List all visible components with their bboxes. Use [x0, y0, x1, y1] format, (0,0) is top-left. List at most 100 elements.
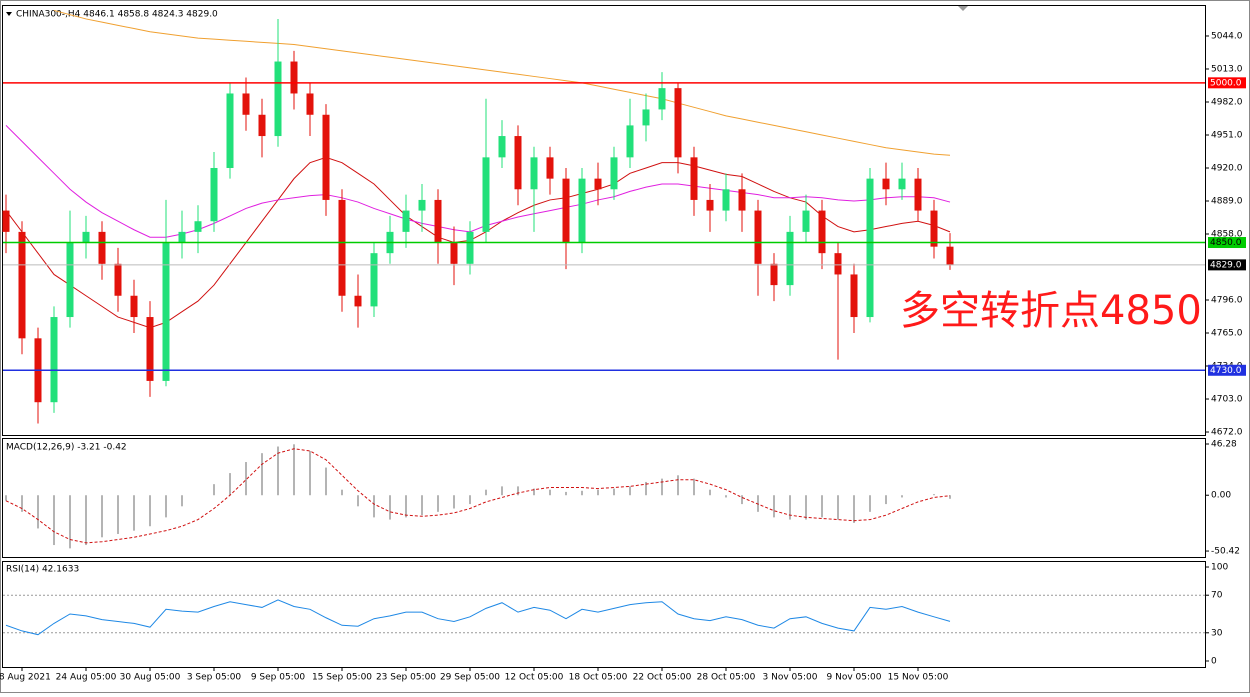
candle-body [450, 242, 458, 264]
candle-body [98, 231, 106, 264]
candle-body [594, 178, 602, 190]
candle-body [354, 295, 362, 307]
symbol-menu-arrow[interactable] [6, 12, 12, 16]
candle-body [274, 61, 282, 137]
candle-body [642, 109, 650, 126]
y-tick-label: 5044.0 [1211, 31, 1243, 41]
x-tick-label: 9 Sep 05:00 [251, 673, 306, 683]
macd-title: MACD(12,26,9) -3.21 -0.42 [6, 443, 127, 453]
x-tick-label: 18 Oct 05:00 [569, 673, 628, 683]
x-tick-label: 29 Sep 05:00 [440, 673, 500, 683]
candle-body [706, 199, 714, 211]
candle-body [210, 167, 218, 222]
candle-body [162, 242, 170, 381]
candle-body [194, 221, 202, 232]
y-tick-label: 4951.0 [1211, 130, 1243, 140]
chart-title: CHINA300-,H4 4846.1 4858.8 4824.3 4829.0 [16, 10, 218, 20]
level-label: 5000.0 [1210, 78, 1242, 88]
y-tick-label: 4796.0 [1211, 296, 1243, 306]
level-label: 4730.0 [1210, 366, 1242, 376]
x-tick-label: 3 Nov 05:00 [763, 673, 818, 683]
candle-body [674, 88, 682, 158]
y-tick-label: 5013.0 [1211, 64, 1243, 74]
candle-body [242, 93, 250, 115]
y-tick-label: 30 [1211, 628, 1223, 638]
candle-body [754, 210, 762, 264]
candle-body [626, 125, 634, 158]
candle-body [786, 231, 794, 286]
x-tick-label: 12 Oct 05:00 [505, 673, 564, 683]
candle-body [530, 157, 538, 190]
candle-body [66, 242, 74, 318]
candle-body [546, 157, 554, 179]
candle-body [482, 157, 490, 232]
candle-body [18, 231, 26, 339]
candle-body [818, 210, 826, 254]
y-tick-label: 4703.0 [1211, 395, 1243, 405]
candle-body [722, 189, 730, 211]
candle-body [498, 136, 506, 158]
y-tick-label: 46.28 [1211, 439, 1237, 449]
annotation: 多空转折点4850 [900, 288, 1202, 334]
rsi-line [5, 599, 951, 636]
candle-body [802, 210, 810, 232]
level-label: 4829.0 [1210, 260, 1242, 270]
candle-body [50, 317, 58, 403]
candle-body [866, 178, 874, 318]
candle-body [834, 253, 842, 275]
candle-body [562, 178, 570, 243]
level-label-box [1208, 364, 1246, 376]
candle-body [658, 88, 666, 110]
candle-body [930, 210, 938, 247]
candle-body [258, 114, 266, 137]
rsi-panel-frame [2, 561, 1206, 668]
candle-body [114, 263, 122, 296]
x-tick-label: 24 Aug 05:00 [56, 673, 117, 683]
candle-body [402, 210, 410, 232]
candle-body [306, 93, 314, 115]
shift-marker[interactable] [958, 6, 968, 11]
candle-body [898, 178, 906, 190]
y-tick-label: 70 [1211, 591, 1223, 601]
moving-average [53, 9, 951, 156]
moving-average [5, 125, 951, 238]
candle-body [2, 210, 10, 232]
candle-body [738, 189, 746, 211]
x-tick-label: 9 Nov 05:00 [827, 673, 882, 683]
y-tick-label: 4982.0 [1211, 97, 1243, 107]
y-tick-label: 4765.0 [1211, 329, 1243, 339]
level-label-box [1208, 259, 1246, 271]
candle-body [770, 263, 778, 286]
x-tick-label: 30 Aug 05:00 [120, 673, 181, 683]
rsi-title: RSI(14) 42.1633 [6, 565, 79, 575]
candle-body [514, 136, 522, 190]
candle-body [466, 231, 474, 264]
y-tick-label: 100 [1211, 563, 1228, 573]
x-tick-label: 22 Oct 05:00 [633, 673, 692, 683]
candle-body [338, 199, 346, 296]
y-tick-label: 4920.0 [1211, 163, 1243, 173]
candle-body [690, 157, 698, 200]
macd-panel-frame [2, 438, 1206, 558]
candle-body [82, 231, 90, 243]
candle-body [434, 199, 442, 243]
candle-body [178, 231, 186, 243]
level-label: 4850.0 [1210, 238, 1242, 248]
y-tick-label: 0.00 [1211, 491, 1231, 501]
y-tick-label: 4858.0 [1211, 229, 1243, 239]
candle-body [290, 61, 298, 94]
candle-body [610, 157, 618, 190]
candle-body [850, 274, 858, 318]
candle-body [418, 199, 426, 211]
candle-body [946, 246, 954, 265]
y-tick-label: 4889.0 [1211, 196, 1243, 206]
candle-body [322, 114, 330, 200]
x-tick-label: 28 Oct 05:00 [697, 673, 756, 683]
candle-body [578, 178, 586, 243]
x-tick-label: 18 Aug 2021 [0, 673, 51, 683]
x-tick-label: 3 Sep 05:00 [187, 673, 242, 683]
y-tick-label: -50.42 [1211, 547, 1240, 557]
level-label-box [1208, 237, 1246, 249]
